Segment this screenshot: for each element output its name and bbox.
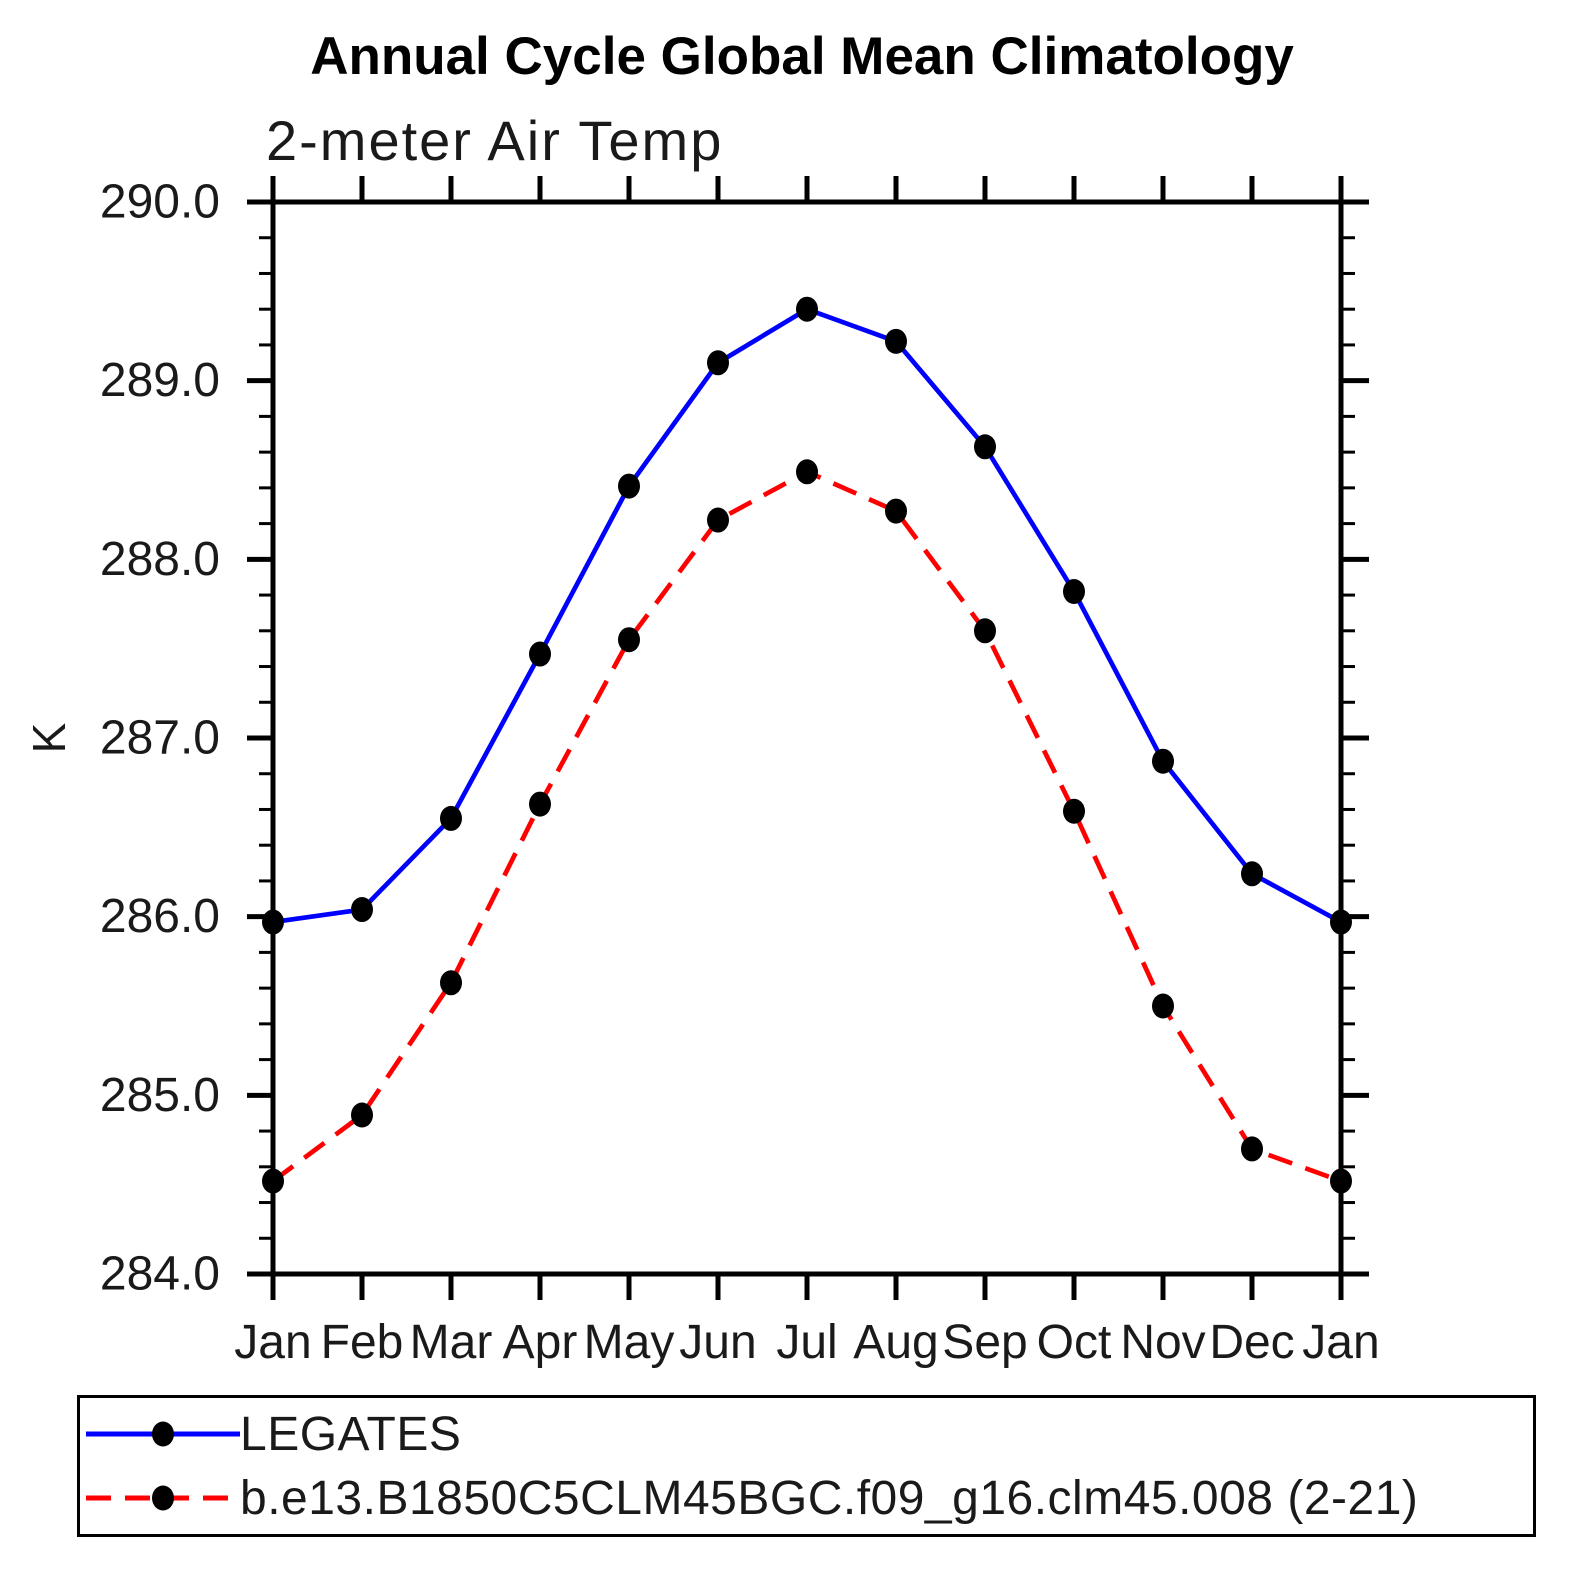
x-tick-label: Apr [503, 1316, 578, 1369]
y-tick-label: 285.0 [100, 1069, 220, 1122]
data-point-marker [707, 507, 729, 533]
data-point-marker [262, 1168, 284, 1194]
plot-frame [270, 199, 1344, 1277]
x-tick-label: Oct [1037, 1316, 1112, 1369]
data-point-marker [974, 434, 996, 460]
x-tick-label: Dec [1209, 1316, 1294, 1369]
series-line-model [271, 469, 1342, 1184]
data-point-marker [440, 805, 462, 831]
legend-marker-dot [152, 1485, 174, 1511]
legend-entry-legates: LEGATES [86, 1407, 462, 1461]
x-tick-label: Jun [679, 1316, 756, 1369]
y-tick-label: 286.0 [100, 890, 220, 943]
legend-entry-model: b.e13.B1850C5CLM45BGC.f09_g16.clm45.008 … [86, 1471, 1419, 1525]
x-tick-label: Jan [234, 1316, 311, 1369]
data-point-marker [529, 641, 551, 667]
series-line-legates [272, 306, 1343, 925]
legend-label-legates: LEGATES [240, 1407, 462, 1461]
data-point-marker [796, 459, 818, 485]
data-point-marker [707, 350, 729, 376]
legend-sample-legates [86, 1421, 240, 1447]
x-tick-label: Nov [1120, 1316, 1205, 1369]
data-point-marker [1063, 578, 1085, 604]
legend-box: LEGATES b.e13.B1850C5CLM45BGC.f09_g16.cl… [77, 1395, 1536, 1537]
data-point-marker [1063, 798, 1085, 824]
x-tick-label: Sep [942, 1316, 1027, 1369]
data-point-marker [1241, 1136, 1263, 1162]
data-point-marker [1330, 909, 1352, 935]
legend-sample-model [86, 1485, 240, 1511]
data-point-marker [351, 1102, 373, 1128]
x-tick-label: Feb [321, 1316, 404, 1369]
data-point-marker [974, 618, 996, 644]
x-tick-label: Jul [776, 1316, 837, 1369]
data-point-marker [796, 296, 818, 322]
data-point-marker [885, 328, 907, 354]
x-tick-label: Jan [1302, 1316, 1379, 1369]
y-tick-label: 289.0 [100, 354, 220, 407]
data-point-marker [618, 473, 640, 499]
data-point-marker [529, 791, 551, 817]
data-point-marker [440, 970, 462, 996]
legend-marker-dot [152, 1421, 174, 1447]
y-tick-label: 290.0 [100, 176, 220, 229]
chart-subtitle: 2-meter Air Temp [266, 109, 724, 172]
data-point-marker [351, 897, 373, 923]
data-point-marker [1152, 748, 1174, 774]
chart-title: Annual Cycle Global Mean Climatology [310, 27, 1294, 86]
y-tick-label: 288.0 [100, 533, 220, 586]
y-tick-label: 284.0 [100, 1248, 220, 1301]
x-tick-label: May [584, 1316, 675, 1369]
x-tick-label: Mar [410, 1316, 493, 1369]
legend-label-model: b.e13.B1850C5CLM45BGC.f09_g16.clm45.008 … [240, 1471, 1419, 1525]
data-point-marker [885, 498, 907, 524]
y-tick-label: 287.0 [100, 712, 220, 765]
data-point-marker [262, 909, 284, 935]
data-point-marker [1152, 993, 1174, 1019]
x-tick-label: Aug [853, 1316, 938, 1369]
data-point-marker [1330, 1168, 1352, 1194]
data-point-marker [618, 627, 640, 653]
data-point-marker [1241, 861, 1263, 887]
